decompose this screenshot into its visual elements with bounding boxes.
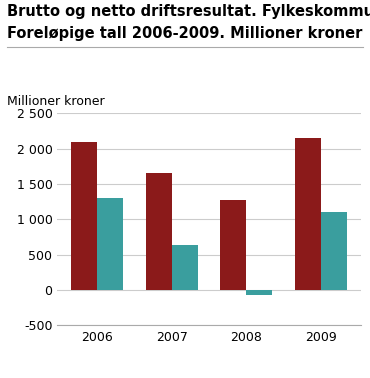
Text: Foreløpige tall 2006-2009. Millioner kroner: Foreløpige tall 2006-2009. Millioner kro… [7,26,363,42]
Bar [146,174,172,290]
Bar [321,212,347,290]
Bar [97,198,123,290]
Legend: Netto driftsresultat, Brutto driftsresultat: Netto driftsresultat, Brutto driftsresul… [48,376,370,378]
Bar [246,290,272,295]
Text: Millioner kroner: Millioner kroner [7,95,105,108]
Bar [71,142,97,290]
Text: Brutto og netto driftsresultat. Fylkeskommuner.: Brutto og netto driftsresultat. Fylkesko… [7,4,370,19]
Bar [295,138,321,290]
Bar [220,200,246,290]
Bar [172,245,198,290]
